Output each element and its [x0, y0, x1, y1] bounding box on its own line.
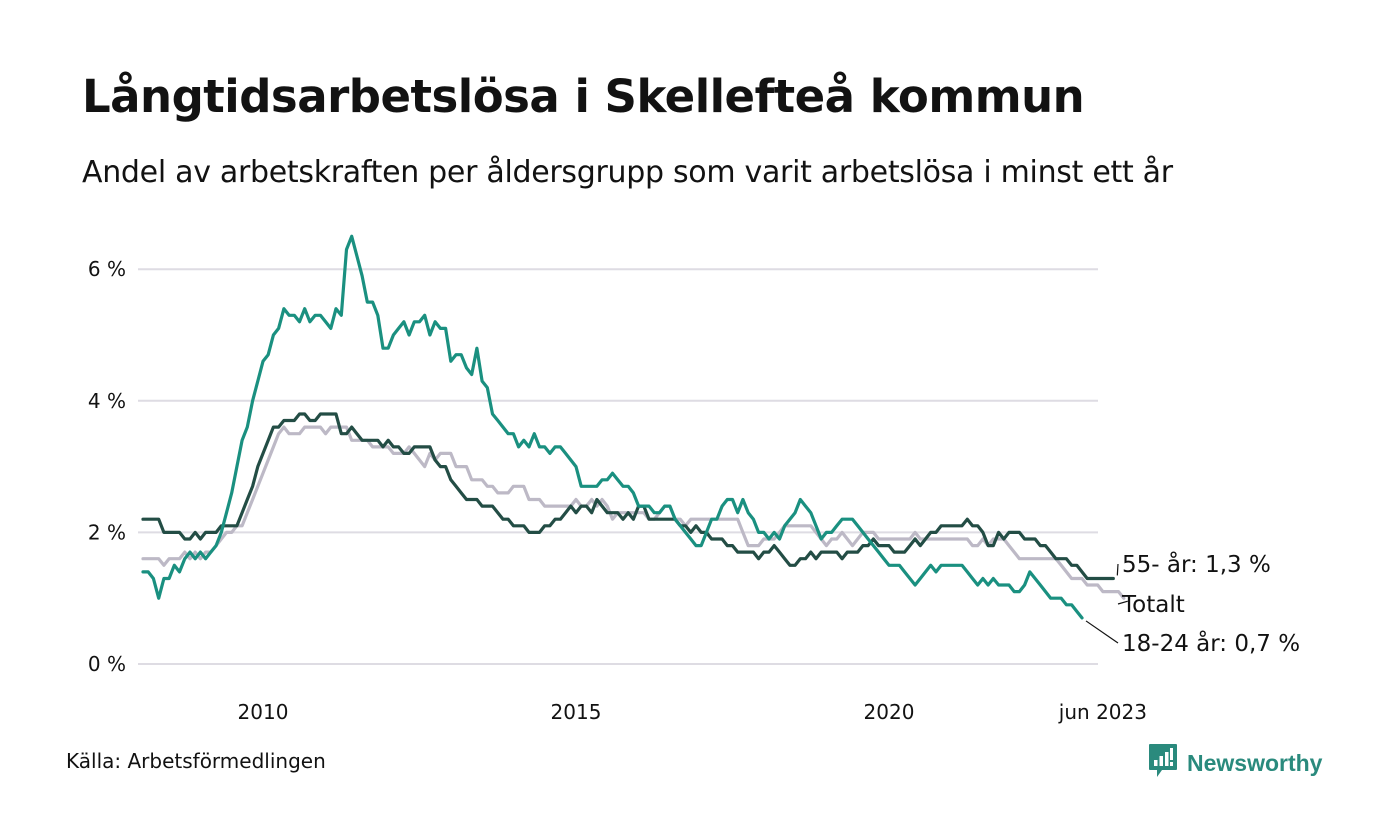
chart-title: Långtidsarbetslösa i Skellefteå kommun — [82, 70, 1085, 123]
y-axis-labels: 0 % 2 % 4 % 6 % — [88, 257, 126, 676]
series-line-totalt — [141, 425, 1126, 600]
chart-subtitle: Andel av arbetskraften per åldersgrupp s… — [82, 155, 1173, 190]
gridlines — [138, 268, 1098, 665]
x-tick-label: 2010 — [238, 700, 289, 724]
series-end-label: 55- år: 1,3 % — [1122, 550, 1271, 578]
label-leader-line — [1085, 620, 1119, 644]
series-end-label: Totalt — [1121, 592, 1185, 618]
end-labels: Totalt 55- år: 1,3 % 18-24 år: 0,7 % — [1085, 550, 1300, 657]
y-tick-label: 2 % — [88, 520, 126, 544]
y-tick-label: 6 % — [88, 257, 126, 281]
x-tick-label: jun 2023 — [1058, 700, 1147, 724]
source-note: Källa: Arbetsförmedlingen — [66, 749, 326, 773]
series-line-55-r — [141, 412, 1115, 581]
bar-chart-speech-bubble-icon — [1148, 743, 1178, 783]
series-end-label: 18-24 år: 0,7 % — [1122, 629, 1300, 657]
y-tick-label: 4 % — [88, 389, 126, 413]
y-tick-label: 0 % — [88, 652, 126, 676]
label-leader-line — [1117, 600, 1128, 605]
label-leader-line — [1116, 563, 1119, 576]
x-tick-label: 2015 — [551, 700, 602, 724]
x-axis-labels: 2010 2015 2020 jun 2023 — [238, 700, 1147, 724]
brand-name: Newsworthy — [1187, 749, 1323, 776]
x-tick-label: 2020 — [864, 700, 915, 724]
series-lines — [141, 234, 1126, 620]
brand-logo: Newsworthy — [1148, 743, 1322, 783]
series-line-18-24-r — [141, 234, 1084, 620]
